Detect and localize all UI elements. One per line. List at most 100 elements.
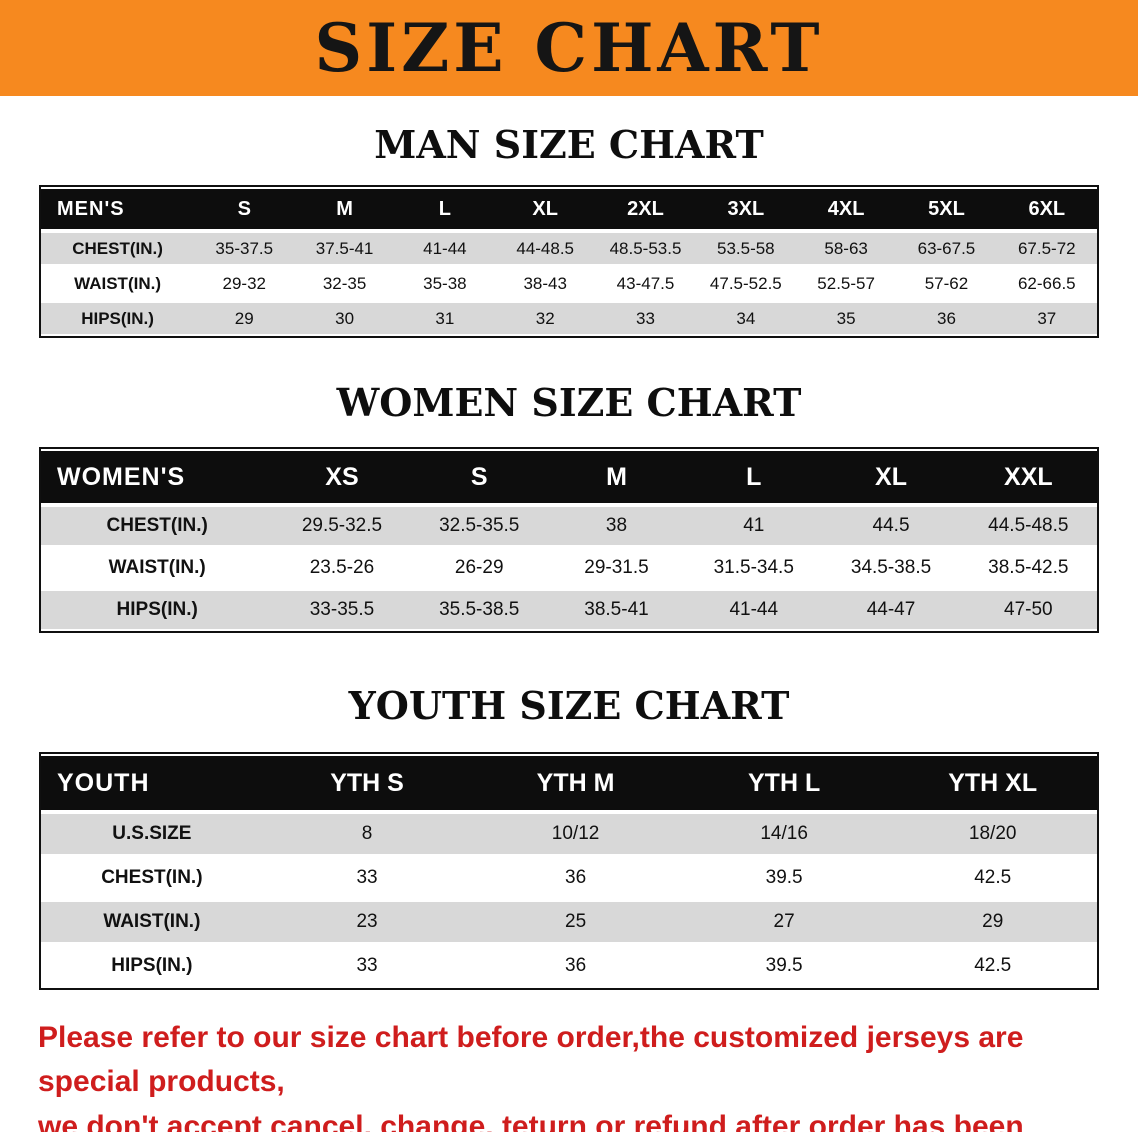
men-column-header: M [294, 189, 395, 229]
women-row-label: WAIST(IN.) [41, 549, 274, 587]
youth-value-cell: 33 [262, 858, 472, 898]
women-value-cell: 38 [547, 507, 686, 545]
women-value-cell: 44.5 [822, 507, 960, 545]
youth-value-cell: 39.5 [679, 858, 889, 898]
youth-value-cell: 36 [471, 858, 680, 898]
women-column-header: XXL [959, 451, 1097, 503]
women-value-cell: 31.5-34.5 [685, 549, 823, 587]
men-value-cell: 58-63 [795, 233, 897, 264]
men-value-cell: 53.5-58 [695, 233, 796, 264]
men-column-header: 2XL [595, 189, 696, 229]
men-value-cell: 31 [394, 303, 496, 334]
men-value-cell: 37.5-41 [294, 233, 395, 264]
men-value-cell: 34 [695, 303, 796, 334]
youth-value-cell: 10/12 [471, 814, 680, 854]
women-value-cell: 44-47 [822, 591, 960, 629]
men-value-cell: 67.5-72 [996, 233, 1097, 264]
men-value-cell: 62-66.5 [996, 268, 1097, 299]
youth-table-row: HIPS(IN.) 33 36 39.5 42.5 [41, 946, 1097, 986]
men-row-label: WAIST(IN.) [41, 268, 195, 299]
youth-section-heading: YOUTH SIZE CHART [348, 683, 790, 728]
women-value-cell: 38.5-42.5 [959, 549, 1097, 587]
youth-value-cell: 42.5 [888, 858, 1097, 898]
men-value-cell: 48.5-53.5 [595, 233, 696, 264]
men-row-label: HIPS(IN.) [41, 303, 195, 334]
youth-column-header: YTH L [679, 756, 889, 810]
men-column-header: L [394, 189, 496, 229]
men-value-cell: 52.5-57 [795, 268, 897, 299]
women-value-cell: 29-31.5 [547, 549, 686, 587]
women-header-row: WOMEN'S XS S M L XL XXL [41, 451, 1097, 503]
men-value-cell: 32 [495, 303, 596, 334]
youth-column-header: YTH S [262, 756, 472, 810]
women-value-cell: 32.5-35.5 [410, 507, 548, 545]
youth-table-row: CHEST(IN.) 33 36 39.5 42.5 [41, 858, 1097, 898]
youth-row-label: WAIST(IN.) [41, 902, 263, 942]
youth-value-cell: 18/20 [888, 814, 1097, 854]
youth-value-cell: 42.5 [888, 946, 1097, 986]
men-value-cell: 36 [896, 303, 997, 334]
women-row-label: CHEST(IN.) [41, 507, 274, 545]
men-value-cell: 29 [194, 303, 295, 334]
men-table-title: MEN'S [41, 189, 195, 229]
women-table-row: CHEST(IN.) 29.5-32.5 32.5-35.5 38 41 44.5 44.5… [41, 507, 1097, 545]
youth-value-cell: 23 [262, 902, 472, 942]
youth-value-cell: 36 [471, 946, 680, 986]
men-section-heading: MAN SIZE CHART [374, 122, 764, 167]
men-value-cell: 41-44 [394, 233, 496, 264]
women-column-header: M [547, 451, 686, 503]
men-table: MEN'S S M L XL 2XL 3XL 4XL 5XL 6XL CHEST(IN.) 35-37… [39, 185, 1099, 338]
youth-table-title: YOUTH [41, 756, 263, 810]
women-table-title: WOMEN'S [41, 451, 274, 503]
youth-value-cell: 29 [888, 902, 1097, 942]
youth-row-label: U.S.SIZE [41, 814, 263, 854]
youth-value-cell: 33 [262, 946, 472, 986]
women-row-label: HIPS(IN.) [41, 591, 274, 629]
page-title: SIZE CHART [314, 9, 824, 87]
men-value-cell: 37 [996, 303, 1097, 334]
women-value-cell: 44.5-48.5 [959, 507, 1097, 545]
men-column-header: 6XL [996, 189, 1097, 229]
men-value-cell: 32-35 [294, 268, 395, 299]
men-value-cell: 57-62 [896, 268, 997, 299]
men-row-label: CHEST(IN.) [41, 233, 195, 264]
women-column-header: XL [822, 451, 960, 503]
men-value-cell: 30 [294, 303, 395, 334]
men-value-cell: 29-32 [194, 268, 295, 299]
men-value-cell: 35-38 [394, 268, 496, 299]
women-size-chart-section: WOMEN SIZE CHART WOMEN'S XS S M L XL XXL CHEST(I… [0, 380, 1138, 633]
men-column-header: S [194, 189, 295, 229]
women-section-heading: WOMEN SIZE CHART [336, 380, 802, 425]
women-value-cell: 41 [685, 507, 823, 545]
men-column-header: 5XL [896, 189, 997, 229]
youth-value-cell: 14/16 [679, 814, 889, 854]
youth-value-cell: 39.5 [679, 946, 889, 986]
youth-column-header: YTH XL [888, 756, 1097, 810]
women-column-header: S [410, 451, 548, 503]
women-value-cell: 23.5-26 [273, 549, 411, 587]
footer-line-2: we don't accept cancel, change, teturn o… [38, 1109, 1024, 1132]
men-value-cell: 35 [795, 303, 897, 334]
women-value-cell: 34.5-38.5 [822, 549, 960, 587]
men-header-row: MEN'S S M L XL 2XL 3XL 4XL 5XL 6XL [41, 189, 1097, 229]
youth-size-chart-section: YOUTH SIZE CHART YOUTH YTH S YTH M YTH L YTH … [0, 683, 1138, 990]
women-table-row: HIPS(IN.) 33-35.5 35.5-38.5 38.5-41 41-44 44-… [41, 591, 1097, 629]
men-value-cell: 38-43 [495, 268, 596, 299]
women-column-header: XS [273, 451, 411, 503]
men-column-header: 3XL [695, 189, 796, 229]
youth-value-cell: 27 [679, 902, 889, 942]
men-column-header: 4XL [795, 189, 897, 229]
youth-value-cell: 8 [262, 814, 472, 854]
women-value-cell: 35.5-38.5 [410, 591, 548, 629]
youth-value-cell: 25 [471, 902, 680, 942]
men-value-cell: 47.5-52.5 [695, 268, 796, 299]
men-value-cell: 43-47.5 [595, 268, 696, 299]
men-table-row: CHEST(IN.) 35-37.5 37.5-41 41-44 44-48.5 48.5… [41, 233, 1097, 264]
youth-row-label: CHEST(IN.) [41, 858, 263, 898]
women-value-cell: 29.5-32.5 [273, 507, 411, 545]
men-table-row: HIPS(IN.) 29 30 31 32 33 34 35 36 37 [41, 303, 1097, 334]
youth-column-header: YTH M [471, 756, 680, 810]
women-value-cell: 47-50 [959, 591, 1097, 629]
banner: SIZE CHART [0, 0, 1138, 96]
